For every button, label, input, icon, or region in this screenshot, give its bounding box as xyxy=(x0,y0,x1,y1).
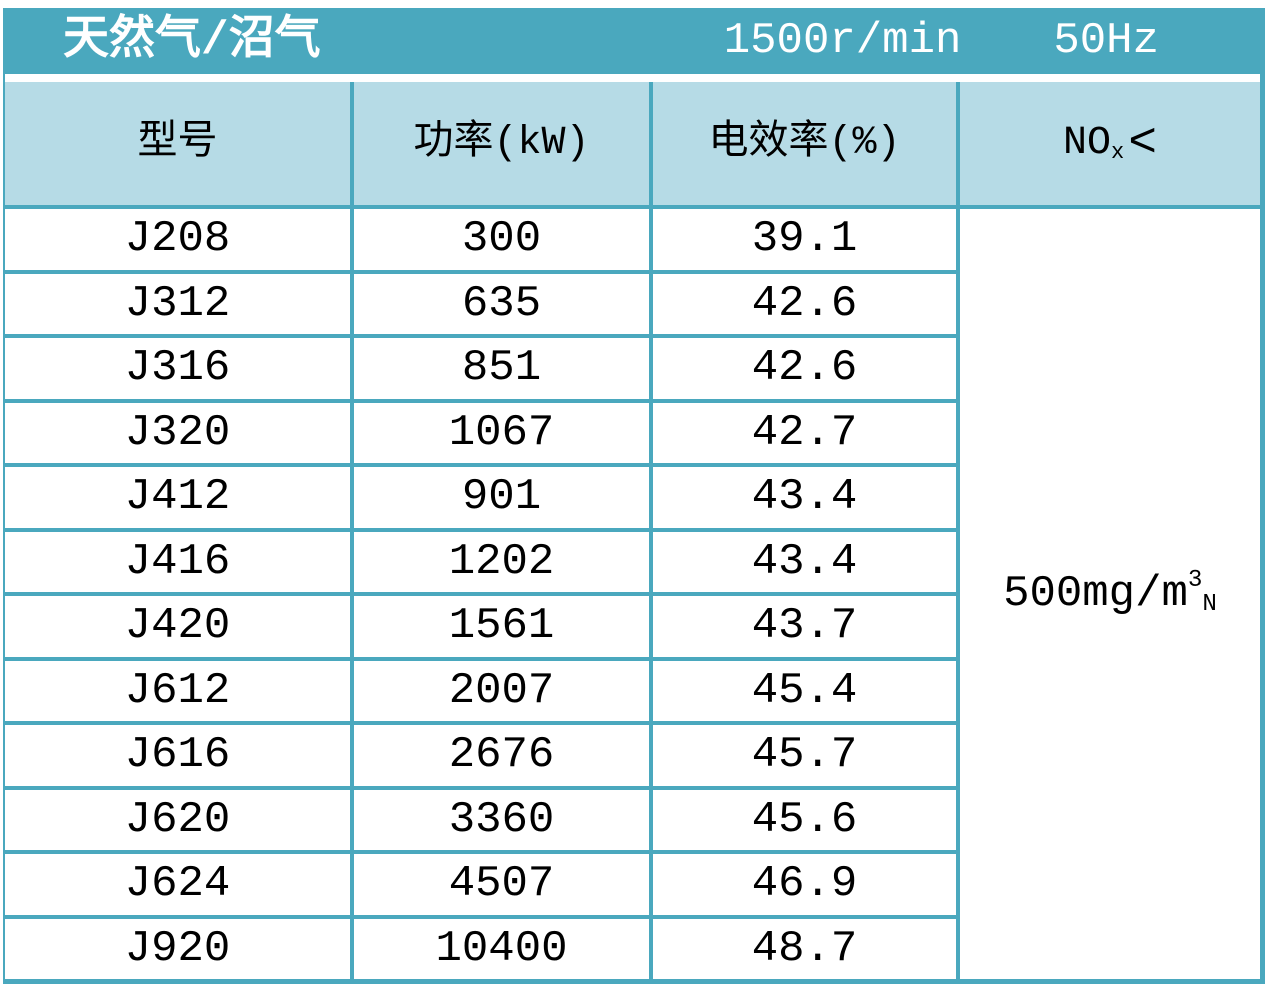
efficiency-cell: 43.4 xyxy=(653,467,956,528)
model-cell: J612 xyxy=(5,660,350,721)
efficiency-cell: 45.7 xyxy=(653,725,956,786)
power-cell: 2007 xyxy=(354,660,649,721)
power-cell: 3360 xyxy=(354,789,649,850)
efficiency-cell: 42.6 xyxy=(653,273,956,334)
model-cell: J208 xyxy=(5,209,350,270)
table-title-bar: 天然气/沼气 1500r/min 50Hz xyxy=(3,8,1265,74)
model-cell: J616 xyxy=(5,725,350,786)
efficiency-cell: 42.7 xyxy=(653,402,956,463)
model-cell: J312 xyxy=(5,273,350,334)
model-cell: J320 xyxy=(5,402,350,463)
model-cell: J920 xyxy=(5,918,350,979)
model-cell: J420 xyxy=(5,596,350,657)
efficiency-cell: 43.4 xyxy=(653,531,956,592)
power-cell: 901 xyxy=(354,467,649,528)
efficiency-cell: 45.6 xyxy=(653,789,956,850)
model-cell: J416 xyxy=(5,531,350,592)
fuel-type-title: 天然气/沼气 xyxy=(63,15,321,67)
column-header-efficiency: 电效率(%) xyxy=(653,82,956,205)
efficiency-cell: 43.7 xyxy=(653,596,956,657)
nox-base-text: NO xyxy=(1062,120,1111,166)
efficiency-cell: 48.7 xyxy=(653,918,956,979)
efficiency-cell: 42.6 xyxy=(653,338,956,399)
power-cell: 1202 xyxy=(354,531,649,592)
power-cell: 2676 xyxy=(354,725,649,786)
table-grid: 型号 功率(kW) 电效率(%) NO x < 500mg/m 3 N J208 300… xyxy=(5,82,1260,979)
spec-table: 型号 功率(kW) 电效率(%) NO x < 500mg/m 3 N J208 300… xyxy=(3,74,1265,984)
nox-limit-base-text: 500mg/m xyxy=(1003,569,1188,619)
efficiency-cell: 45.4 xyxy=(653,660,956,721)
power-cell: 300 xyxy=(354,209,649,270)
model-cell: J624 xyxy=(5,854,350,915)
column-header-nox: NO x < xyxy=(960,82,1260,205)
column-header-power: 功率(kW) xyxy=(354,82,649,205)
nox-operator-text: < xyxy=(1128,116,1158,171)
nox-limit-cell: 500mg/m 3 N xyxy=(960,209,1260,979)
power-cell: 4507 xyxy=(354,854,649,915)
efficiency-cell: 39.1 xyxy=(653,209,956,270)
model-cell: J620 xyxy=(5,789,350,850)
frequency-label: 50Hz xyxy=(1053,16,1159,66)
power-cell: 851 xyxy=(354,338,649,399)
power-cell: 635 xyxy=(354,273,649,334)
power-cell: 10400 xyxy=(354,918,649,979)
power-cell: 1561 xyxy=(354,596,649,657)
model-cell: J412 xyxy=(5,467,350,528)
engine-speed-label: 1500r/min xyxy=(723,16,962,66)
model-cell: J316 xyxy=(5,338,350,399)
column-header-model: 型号 xyxy=(5,82,350,205)
efficiency-cell: 46.9 xyxy=(653,854,956,915)
power-cell: 1067 xyxy=(354,402,649,463)
